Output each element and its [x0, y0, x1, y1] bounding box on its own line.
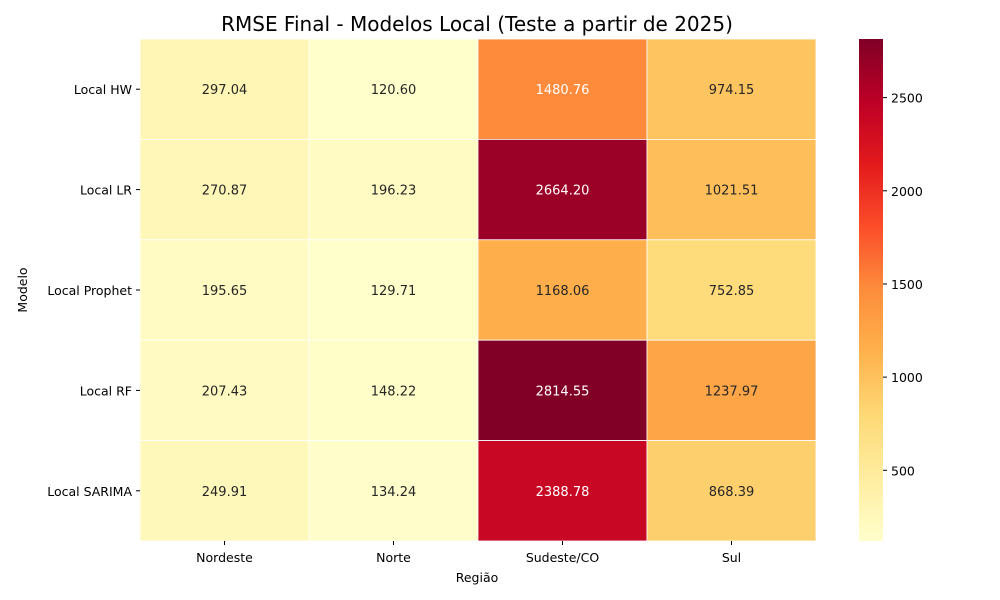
cell-value-label: 752.85 — [709, 284, 755, 299]
x-tick-label: Norte — [376, 550, 411, 565]
heatmap-cell — [646, 440, 817, 542]
heatmap-cell — [477, 38, 648, 140]
cell-value-label: 195.65 — [202, 284, 248, 299]
cell-value-label: 148.22 — [371, 384, 417, 399]
heatmap-cell — [139, 138, 310, 241]
y-tick-label: Local HW — [74, 82, 132, 97]
cell-value-label: 207.43 — [202, 384, 248, 399]
heatmap-cell — [646, 138, 817, 241]
heatmap-cell — [477, 339, 648, 442]
cell-value-label: 1237.97 — [705, 384, 759, 399]
cell-value-label: 120.60 — [371, 83, 417, 98]
x-axis-ticks: Nordeste Norte Sudeste/CO Sul — [196, 541, 741, 565]
x-axis-label: Região — [456, 570, 499, 585]
cell-value-label: 1480.76 — [536, 83, 590, 98]
y-tick-label: Local RF — [80, 383, 132, 398]
heatmap-cell — [139, 38, 310, 140]
cell-value-label: 270.87 — [202, 184, 248, 199]
y-axis-ticks: Local HW Local LR Local Prophet Local RF Loc… — [47, 82, 140, 499]
colorbar-tick-label: 2500 — [891, 91, 923, 106]
cell-value-label: 1021.51 — [705, 184, 759, 199]
heatmap-cell — [308, 339, 479, 442]
colorbar-ticks: 500 1000 1500 2000 2500 — [883, 91, 923, 478]
cell-value-label: 868.39 — [709, 485, 755, 500]
colorbar-tick-label: 500 — [891, 463, 915, 478]
heatmap-cell — [308, 440, 479, 542]
cell-value-label: 297.04 — [202, 83, 248, 98]
heatmap-cell — [646, 239, 817, 341]
heatmap-cell — [308, 38, 479, 140]
colorbar-tick-label: 2000 — [891, 184, 923, 199]
heatmap-cell — [308, 239, 479, 341]
colorbar — [859, 39, 883, 541]
cell-value-label: 2388.78 — [536, 485, 590, 500]
heatmap-cell — [139, 339, 310, 442]
heatmap-cell — [646, 339, 817, 442]
heatmap-cell — [477, 138, 648, 241]
x-tick-label: Sul — [722, 550, 741, 565]
heatmap-cells — [139, 38, 817, 542]
y-axis-label: Modelo — [15, 267, 30, 312]
cell-value-label: 249.91 — [202, 485, 248, 500]
y-tick-label: Local LR — [80, 183, 132, 198]
heatmap-cell-labels: 297.04 120.60 1480.76 974.15 270.87 196.23 266… — [202, 83, 759, 500]
cell-value-label: 2814.55 — [536, 384, 590, 399]
y-tick-label: Local SARIMA — [47, 484, 132, 499]
y-tick-label: Local Prophet — [47, 283, 132, 298]
x-tick-label: Nordeste — [196, 550, 253, 565]
cell-value-label: 129.71 — [371, 284, 417, 299]
cell-value-label: 974.15 — [709, 83, 755, 98]
heatmap-cell — [477, 440, 648, 542]
x-tick-label: Sudeste/CO — [526, 550, 600, 565]
cell-value-label: 2664.20 — [536, 184, 590, 199]
colorbar-tick-label: 1500 — [891, 277, 923, 292]
heatmap-cell — [646, 38, 817, 140]
chart-title: RMSE Final - Modelos Local (Teste a part… — [221, 12, 733, 36]
heatmap-cell — [308, 138, 479, 241]
heatmap-cell — [139, 440, 310, 542]
cell-value-label: 1168.06 — [536, 284, 590, 299]
cell-value-label: 196.23 — [371, 184, 417, 199]
colorbar-tick-label: 1000 — [891, 370, 923, 385]
cell-value-label: 134.24 — [371, 485, 417, 500]
